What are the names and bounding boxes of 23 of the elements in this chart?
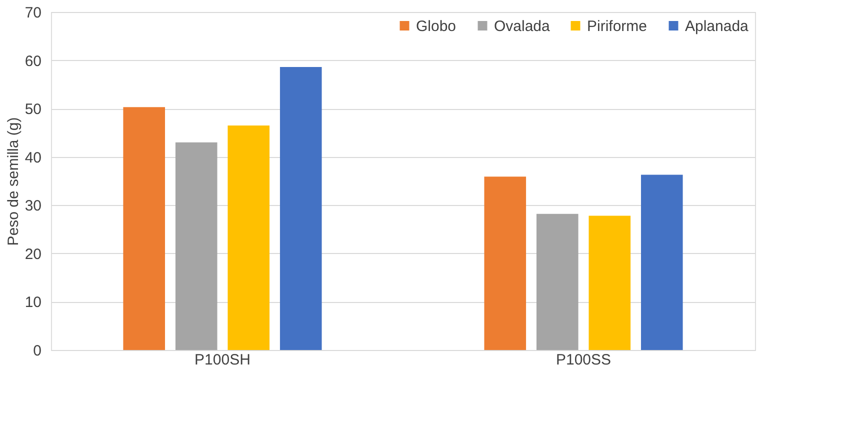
y-tick-label: 60 bbox=[24, 52, 42, 70]
bar bbox=[536, 214, 578, 350]
y-tick-label: 70 bbox=[24, 4, 42, 22]
x-tick-label: P100SH bbox=[194, 352, 250, 368]
y-tick-label: 30 bbox=[24, 198, 42, 215]
y-tick-label: 0 bbox=[33, 342, 42, 360]
legend-label: Globo bbox=[416, 18, 456, 35]
legend-label: Piriforme bbox=[587, 18, 648, 35]
y-axis-title: Peso de semilla (g) bbox=[4, 117, 22, 246]
x-tick-label: P100SS bbox=[556, 352, 612, 368]
y-tick-label: 10 bbox=[24, 294, 42, 312]
bar bbox=[588, 216, 631, 350]
legend-label: Ovalada bbox=[494, 18, 551, 35]
bar bbox=[123, 107, 166, 350]
bar bbox=[228, 125, 270, 350]
y-tick-label: 20 bbox=[24, 246, 42, 263]
y-tick-label: 50 bbox=[24, 101, 42, 118]
bar bbox=[484, 176, 526, 350]
bar bbox=[640, 174, 683, 350]
bar bbox=[175, 142, 218, 350]
y-tick-label: 40 bbox=[24, 149, 42, 166]
bar bbox=[280, 67, 322, 350]
legend-label: Aplanada bbox=[685, 18, 750, 35]
